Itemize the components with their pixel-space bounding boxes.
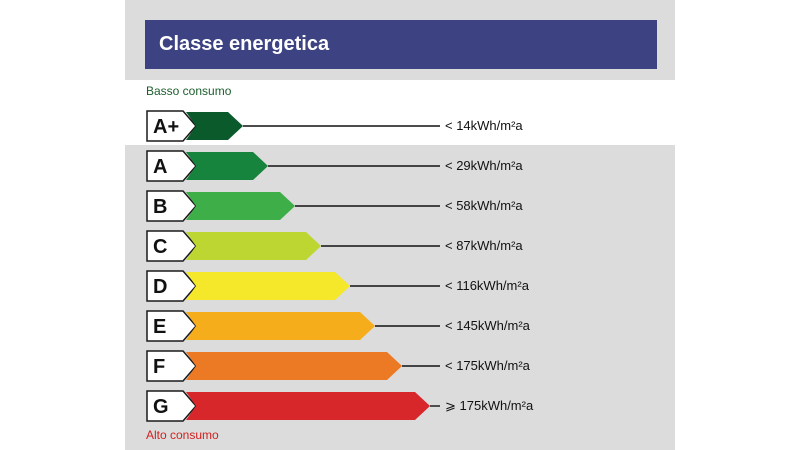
class-threshold: < 14kWh/m²a	[445, 118, 523, 133]
class-label-box	[146, 110, 197, 142]
class-label: B	[153, 196, 167, 218]
class-label-box	[146, 350, 197, 382]
class-label: F	[153, 356, 165, 378]
energy-class-row: B	[146, 190, 440, 222]
energy-class-row: C	[146, 230, 440, 262]
class-label-box	[146, 270, 197, 302]
class-threshold: < 29kWh/m²a	[445, 158, 523, 173]
class-label: E	[153, 316, 166, 338]
class-threshold: < 175kWh/m²a	[445, 358, 530, 373]
class-threshold: ⩾ 175kWh/m²a	[445, 398, 534, 413]
class-label-box	[146, 190, 197, 222]
class-threshold: < 145kWh/m²a	[445, 318, 530, 333]
class-label: D	[153, 276, 167, 298]
class-label: G	[153, 396, 169, 418]
energy-class-row: F	[146, 350, 440, 382]
class-label: A	[153, 156, 167, 178]
class-bar	[186, 352, 402, 380]
class-label: C	[153, 236, 167, 258]
class-bar	[186, 392, 430, 420]
class-threshold: < 58kWh/m²a	[445, 198, 523, 213]
class-threshold: < 87kWh/m²a	[445, 238, 523, 253]
class-label: A+	[153, 116, 179, 138]
high-consumption-label: Alto consumo	[146, 428, 219, 442]
class-label-box	[146, 150, 197, 182]
energy-class-row: G	[146, 390, 440, 422]
energy-class-row: A	[146, 150, 440, 182]
class-bar	[186, 272, 350, 300]
header-bar: Classe energetica	[145, 20, 657, 69]
class-bar	[186, 152, 268, 180]
page-title: Classe energetica	[159, 33, 330, 55]
energy-class-row: E	[146, 310, 440, 342]
class-threshold: < 116kWh/m²a	[445, 278, 529, 293]
low-consumption-label: Basso consumo	[146, 84, 232, 98]
class-bar	[186, 192, 295, 220]
class-label-box	[146, 230, 197, 262]
energy-class-row: D	[146, 270, 440, 302]
class-label-box	[146, 310, 197, 342]
energy-class-row: A+	[146, 110, 440, 142]
class-bar	[186, 112, 243, 140]
class-bar	[186, 232, 321, 260]
class-bar	[186, 312, 375, 340]
class-label-box	[146, 390, 197, 422]
